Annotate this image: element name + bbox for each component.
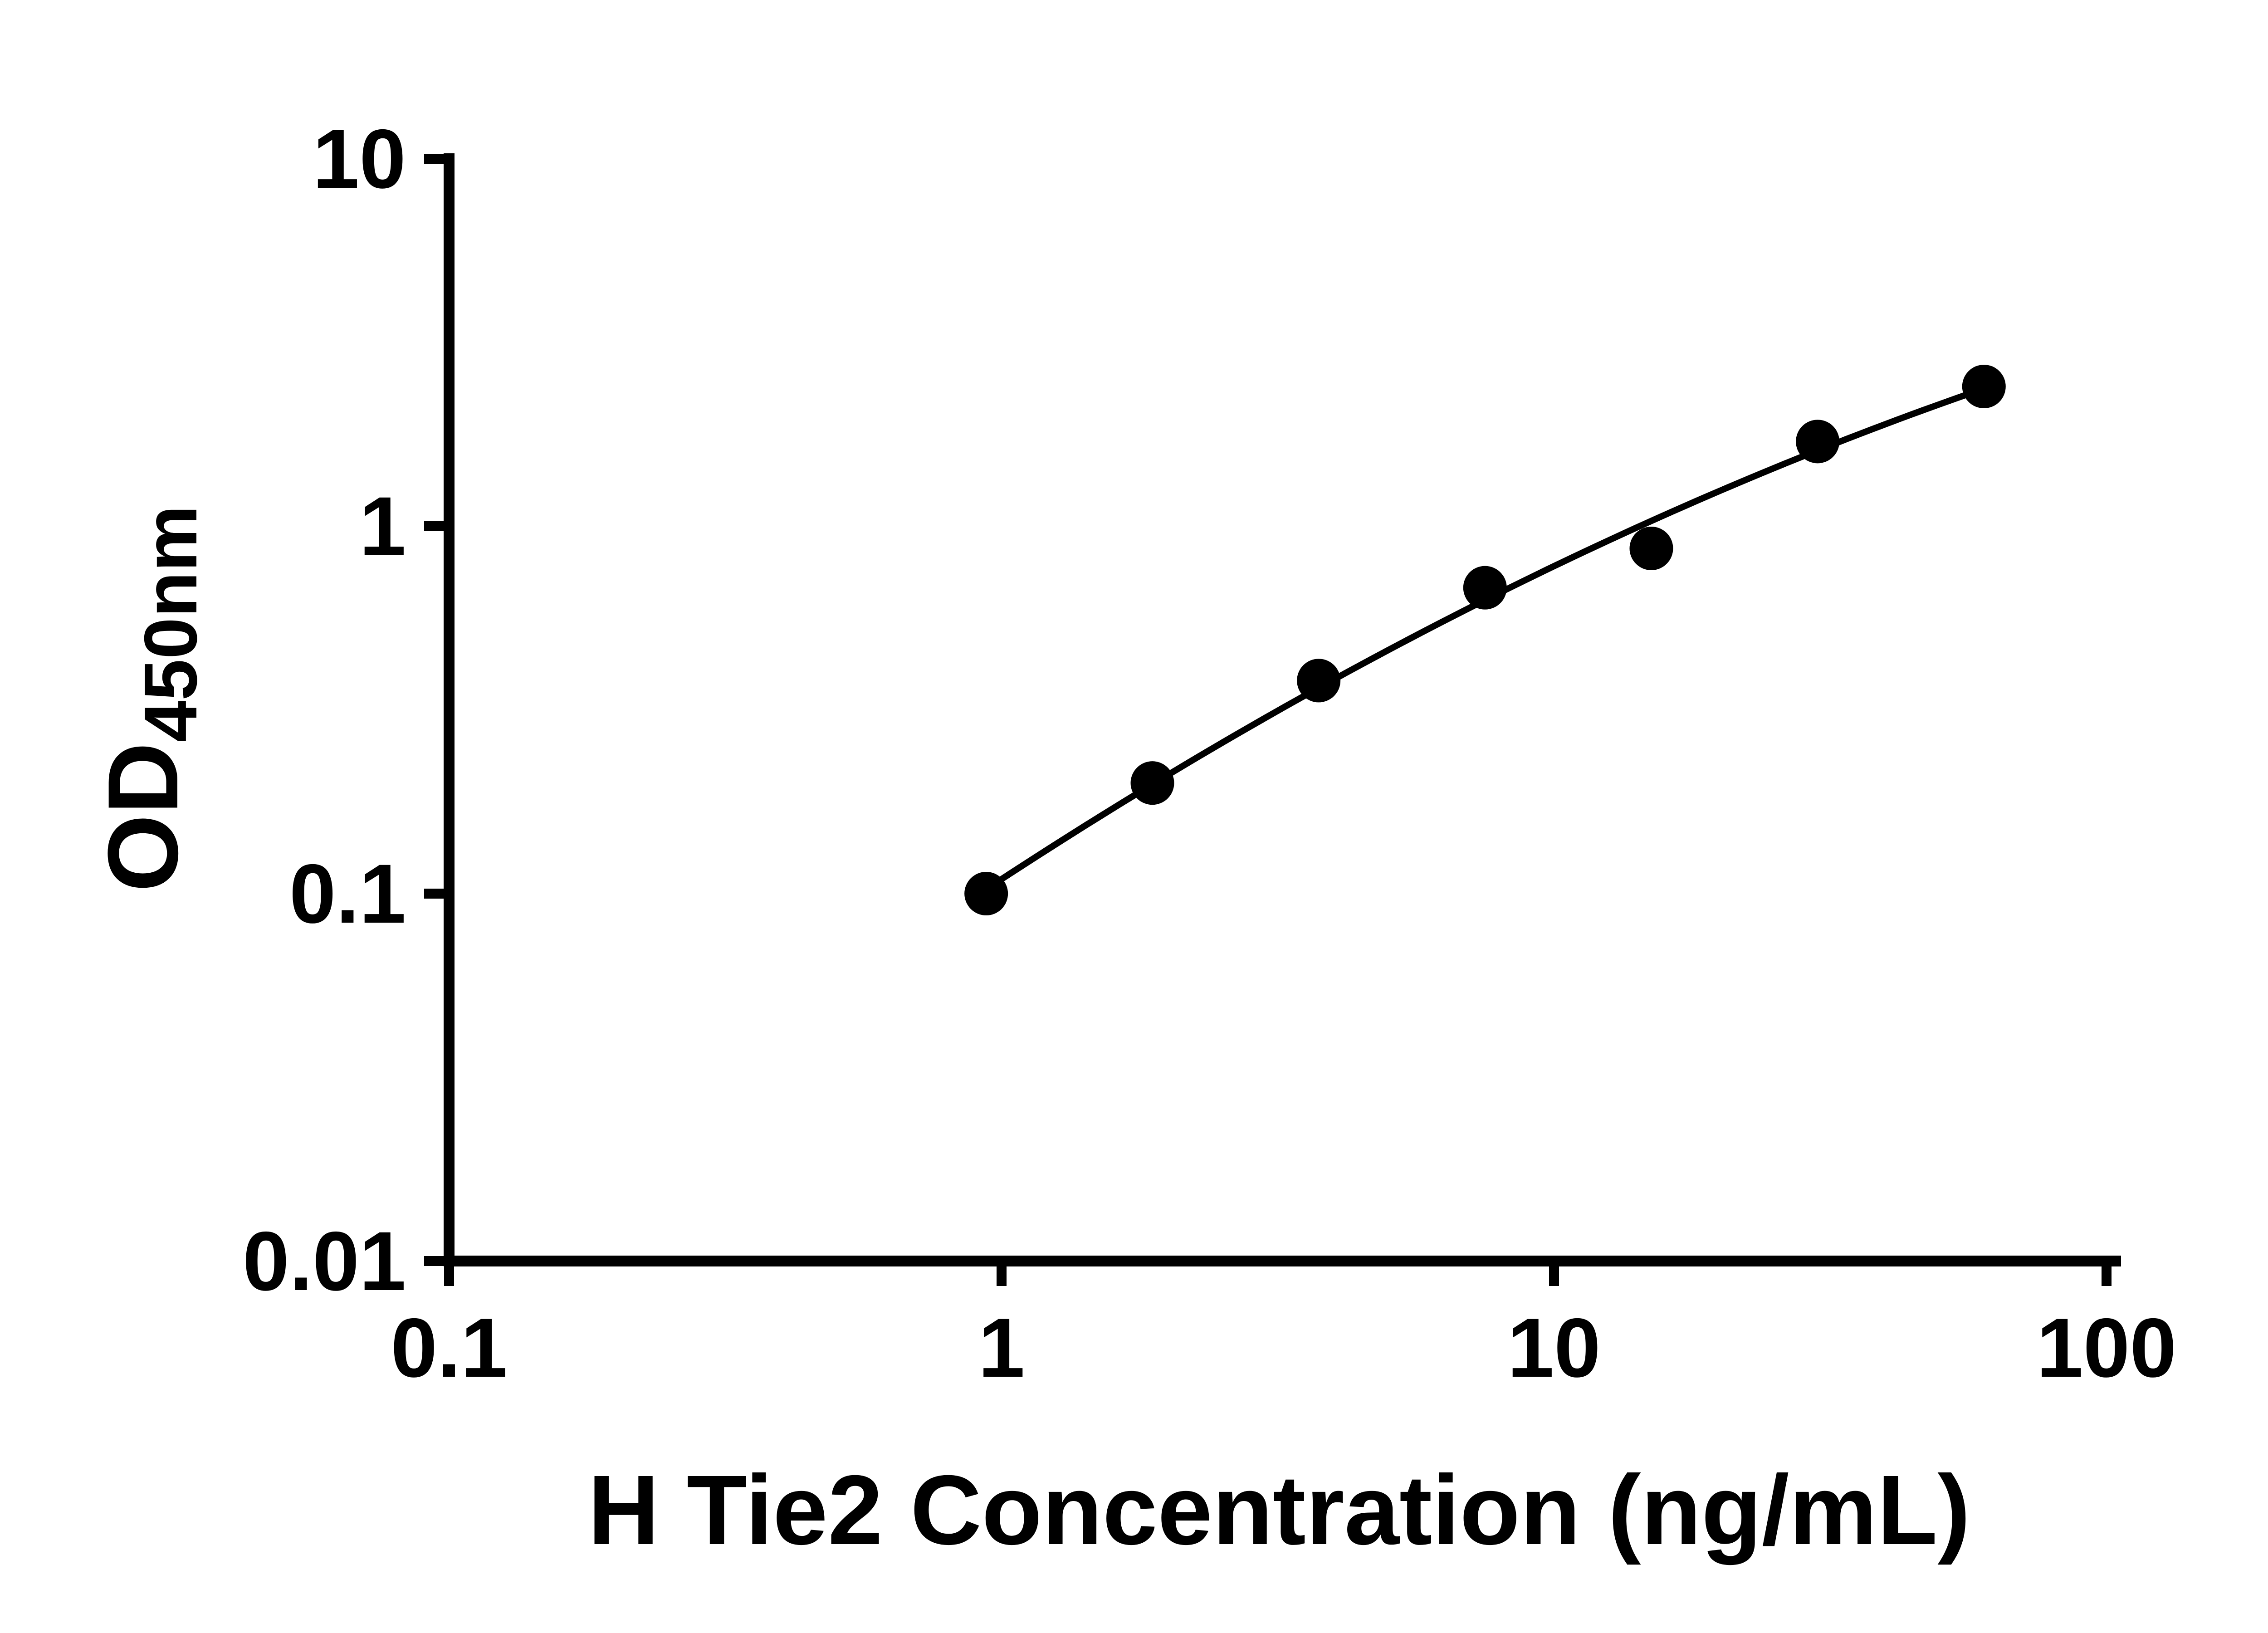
data-point [1796, 420, 1840, 464]
y-tick-label: 0.1 [289, 847, 406, 941]
data-point [1463, 566, 1507, 610]
data-point [1962, 365, 2006, 409]
y-axis-title: OD450nm [86, 505, 214, 892]
y-axis-title-main: OD [87, 742, 199, 892]
y-axis-title-subscript: 450nm [129, 505, 212, 743]
x-axis-title: H Tie2 Concentration (ng/mL) [587, 1455, 1971, 1565]
x-tick-label: 10 [1507, 1301, 1601, 1395]
data-point [1629, 526, 1673, 570]
data-point [1130, 761, 1174, 805]
data-point [964, 872, 1008, 915]
y-tick-label: 1 [359, 480, 406, 573]
x-tick-label: 100 [2037, 1301, 2177, 1395]
data-point [1297, 659, 1341, 703]
x-tick-label: 0.1 [391, 1301, 507, 1395]
y-tick-label: 0.01 [243, 1215, 406, 1308]
fit-curve [984, 386, 1985, 892]
x-tick-label: 1 [978, 1301, 1025, 1395]
y-tick-label: 10 [313, 112, 406, 206]
